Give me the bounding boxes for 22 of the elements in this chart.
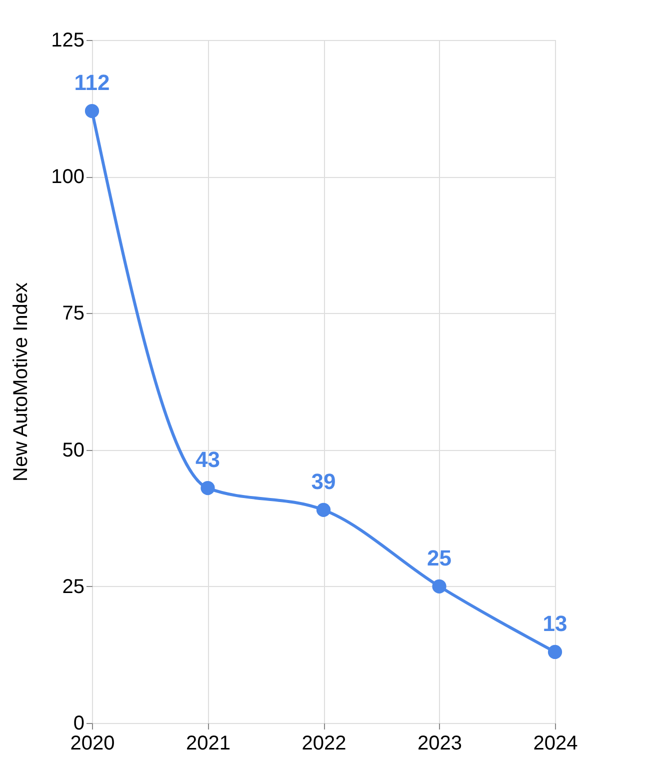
- y-tick-label: 25: [62, 576, 84, 598]
- x-tick-label: 2020: [70, 732, 115, 754]
- x-tick-label: 2022: [302, 732, 346, 754]
- data-label: 25: [427, 545, 452, 570]
- y-tick-label: 100: [51, 166, 84, 188]
- y-tick-label: 0: [73, 712, 84, 734]
- point: [200, 480, 215, 496]
- point: [84, 104, 100, 118]
- x-tick-label: 2024: [533, 732, 578, 754]
- point: [432, 579, 446, 594]
- data-label: 39: [311, 468, 336, 494]
- data-label: 13: [542, 610, 568, 636]
- data-label: 43: [196, 447, 220, 472]
- y-tick-label: 50: [62, 439, 84, 462]
- y-tick-label: 75: [62, 302, 84, 325]
- point: [316, 502, 331, 517]
- x-tick-label: 2023: [418, 732, 462, 754]
- y-tick-label: 125: [51, 30, 84, 52]
- data-label: 112: [74, 70, 110, 96]
- point: [548, 644, 562, 660]
- y-axis-title: New AutoMotive Index: [10, 282, 32, 482]
- x-tick-label: 2021: [186, 732, 230, 754]
